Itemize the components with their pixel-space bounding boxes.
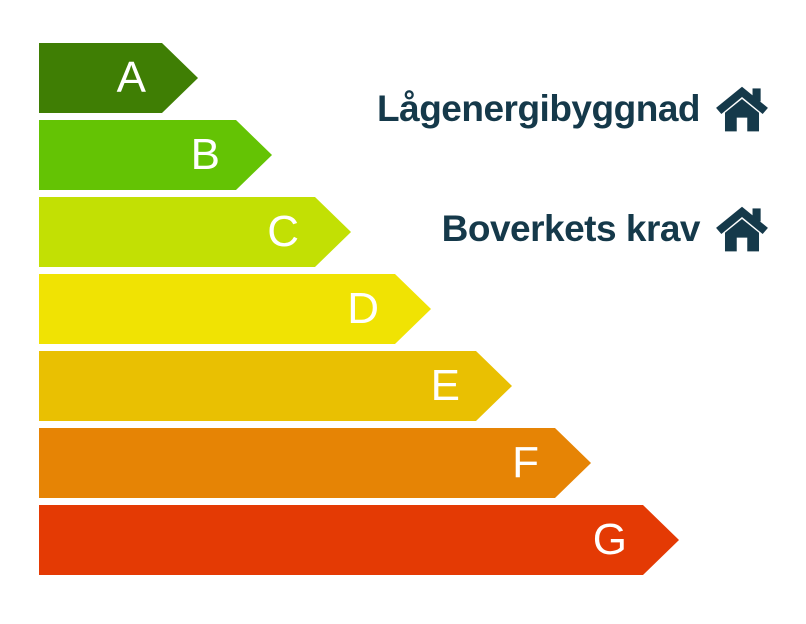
rating-letter: E (430, 361, 460, 410)
rating-bar: D (39, 274, 431, 344)
rating-bar: C (39, 197, 351, 267)
rating-letter: A (116, 53, 146, 102)
rating-bar: A (39, 43, 198, 113)
rating-bar: E (39, 351, 512, 421)
rating-letter: C (267, 207, 299, 256)
rating-bars: A B C D E F G (39, 43, 679, 575)
annotation-boverkets-krav: Boverkets krav (442, 206, 768, 253)
rating-letter: F (512, 438, 539, 487)
house-icon (716, 206, 768, 252)
annotation-label-lagenergibyggnad: Lågenergibyggnad (377, 88, 700, 130)
rating-bar: B (39, 120, 272, 190)
rating-bar: F (39, 428, 591, 498)
rating-letter: G (592, 515, 627, 564)
rating-letter: D (347, 284, 379, 333)
house-icon (716, 86, 768, 132)
rating-letter: B (190, 130, 220, 179)
rating-bar: G (39, 505, 679, 575)
annotation-label-boverkets-krav: Boverkets krav (441, 208, 701, 250)
annotation-lagenergibyggnad: Lågenergibyggnad (377, 86, 768, 133)
